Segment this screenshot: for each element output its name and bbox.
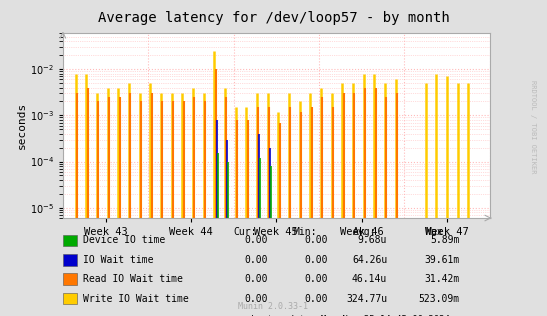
Text: Device IO time: Device IO time: [83, 235, 165, 245]
Y-axis label: seconds: seconds: [17, 102, 27, 149]
Text: 0.00: 0.00: [304, 274, 328, 284]
Text: 0.00: 0.00: [244, 235, 267, 245]
Text: 31.42m: 31.42m: [424, 274, 459, 284]
Text: 0.00: 0.00: [304, 255, 328, 265]
FancyBboxPatch shape: [63, 254, 77, 265]
Text: 324.77u: 324.77u: [346, 294, 387, 304]
Text: 64.26u: 64.26u: [352, 255, 387, 265]
Text: 9.68u: 9.68u: [358, 235, 387, 245]
Text: Munin 2.0.33-1: Munin 2.0.33-1: [238, 302, 309, 311]
Text: 523.09m: 523.09m: [418, 294, 459, 304]
Text: Last update: Mon Nov 25 14:45:00 2024: Last update: Mon Nov 25 14:45:00 2024: [251, 315, 450, 316]
Text: Write IO Wait time: Write IO Wait time: [83, 294, 189, 304]
Text: Cur:: Cur:: [234, 227, 257, 237]
Text: Avg:: Avg:: [353, 227, 376, 237]
FancyBboxPatch shape: [63, 273, 77, 285]
Text: Max:: Max:: [426, 227, 449, 237]
Text: 5.89m: 5.89m: [430, 235, 459, 245]
Text: 0.00: 0.00: [244, 274, 267, 284]
FancyBboxPatch shape: [63, 234, 77, 246]
Text: 39.61m: 39.61m: [424, 255, 459, 265]
Text: 0.00: 0.00: [244, 294, 267, 304]
Text: Min:: Min:: [293, 227, 317, 237]
Text: IO Wait time: IO Wait time: [83, 255, 154, 265]
Text: 46.14u: 46.14u: [352, 274, 387, 284]
Text: Read IO Wait time: Read IO Wait time: [83, 274, 183, 284]
Text: 0.00: 0.00: [244, 255, 267, 265]
Text: 0.00: 0.00: [304, 235, 328, 245]
Text: RRDTOOL / TOBI OETIKER: RRDTOOL / TOBI OETIKER: [531, 80, 536, 173]
Text: Average latency for /dev/loop57 - by month: Average latency for /dev/loop57 - by mon…: [97, 11, 450, 25]
Text: 0.00: 0.00: [304, 294, 328, 304]
FancyBboxPatch shape: [63, 293, 77, 304]
